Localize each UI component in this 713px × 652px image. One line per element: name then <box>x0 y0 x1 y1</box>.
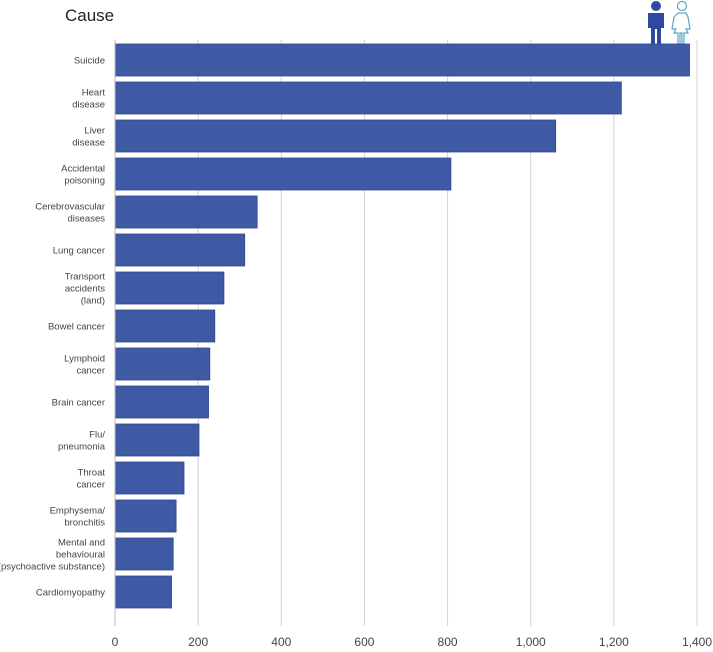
bar <box>114 309 216 343</box>
category-label: Brain cancer <box>52 398 105 409</box>
category-label: Suicide <box>74 56 105 67</box>
bar <box>114 157 452 191</box>
x-tick-label: 1,200 <box>599 635 629 649</box>
category-label: Cardiomyopathy <box>36 588 105 599</box>
bar <box>114 575 172 609</box>
category-label: Transport accidents (land) <box>65 272 106 307</box>
bar <box>114 81 622 115</box>
category-label: Lymphoid cancer <box>64 354 105 377</box>
x-tick-label: 0 <box>112 635 119 649</box>
category-label: Mental and behavioural (psychoactive subst… <box>0 538 105 573</box>
bar <box>114 461 185 495</box>
x-tick-label: 1,400 <box>682 635 712 649</box>
category-label: Bowel cancer <box>48 322 105 333</box>
bar <box>114 119 557 153</box>
male-person-icon[interactable] <box>644 0 668 48</box>
bar <box>114 385 209 419</box>
gender-toggle[interactable] <box>644 0 696 48</box>
category-label: Liver disease <box>72 126 105 149</box>
category-label: Emphysema/bronchitis <box>50 506 106 529</box>
female-person-icon[interactable] <box>670 0 694 48</box>
x-tick-label: 200 <box>188 635 208 649</box>
x-tick-label: 600 <box>354 635 374 649</box>
category-label: Accidental poisoning <box>61 164 105 187</box>
bar <box>114 347 211 381</box>
bar <box>114 537 174 571</box>
x-tick-label: 800 <box>438 635 458 649</box>
bar <box>114 271 225 305</box>
bar <box>114 499 177 533</box>
chart-title: Cause <box>65 6 115 25</box>
bar <box>114 195 258 229</box>
category-label: Throat cancer <box>76 468 105 491</box>
category-label: Heart disease <box>72 88 105 111</box>
bar <box>114 233 246 267</box>
category-label: Cerebrovascular diseases <box>35 202 105 225</box>
x-tick-label: 400 <box>271 635 291 649</box>
category-label: Flu/pneumonia <box>58 430 106 453</box>
x-tick-label: 1,000 <box>516 635 546 649</box>
bar <box>114 423 200 457</box>
bar <box>114 43 690 77</box>
category-label: Lung cancer <box>53 246 105 257</box>
